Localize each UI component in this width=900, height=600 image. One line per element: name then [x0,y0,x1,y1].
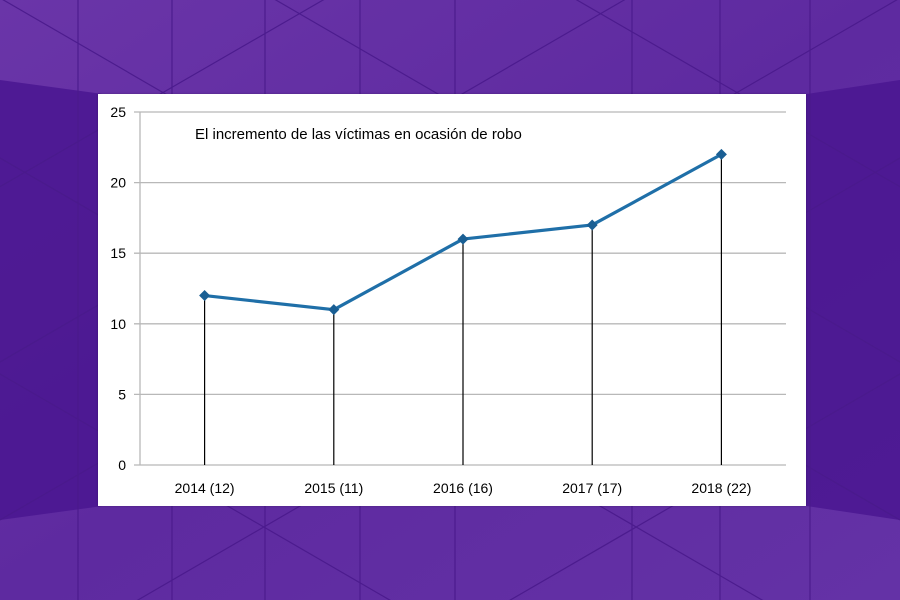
y-tick-label: 0 [118,457,126,473]
y-tick-label: 25 [110,104,126,120]
diamond-marker-icon [457,233,469,245]
y-axis-tick-labels: 0 5 10 15 20 25 [110,104,126,473]
y-tick-label: 5 [118,386,126,402]
x-tick-label: 2014 (12) [175,480,235,496]
diamond-marker-icon [715,148,727,160]
x-tick-label: 2018 (22) [691,480,751,496]
drop-lines [203,154,723,465]
y-tick-label: 15 [110,245,126,261]
diamond-marker-icon [586,219,598,231]
diamond-marker-icon [328,304,340,316]
gridlines [134,111,786,466]
x-tick-label: 2016 (16) [433,480,493,496]
diamond-marker-icon [199,290,211,302]
chart-title: El incremento de las víctimas en ocasión… [195,126,522,143]
x-tick-label: 2017 (17) [562,480,622,496]
chart-card: 0 5 10 15 20 25 2014 (12) 2015 (11) 2016 (16) 20… [98,94,806,506]
x-axis-tick-labels: 2014 (12) 2015 (11) 2016 (16) 2017 (17) 2018… [175,480,752,496]
y-tick-label: 10 [110,316,126,332]
y-tick-label: 20 [110,175,126,191]
data-series-line [199,148,727,316]
x-tick-label: 2015 (11) [304,480,363,496]
